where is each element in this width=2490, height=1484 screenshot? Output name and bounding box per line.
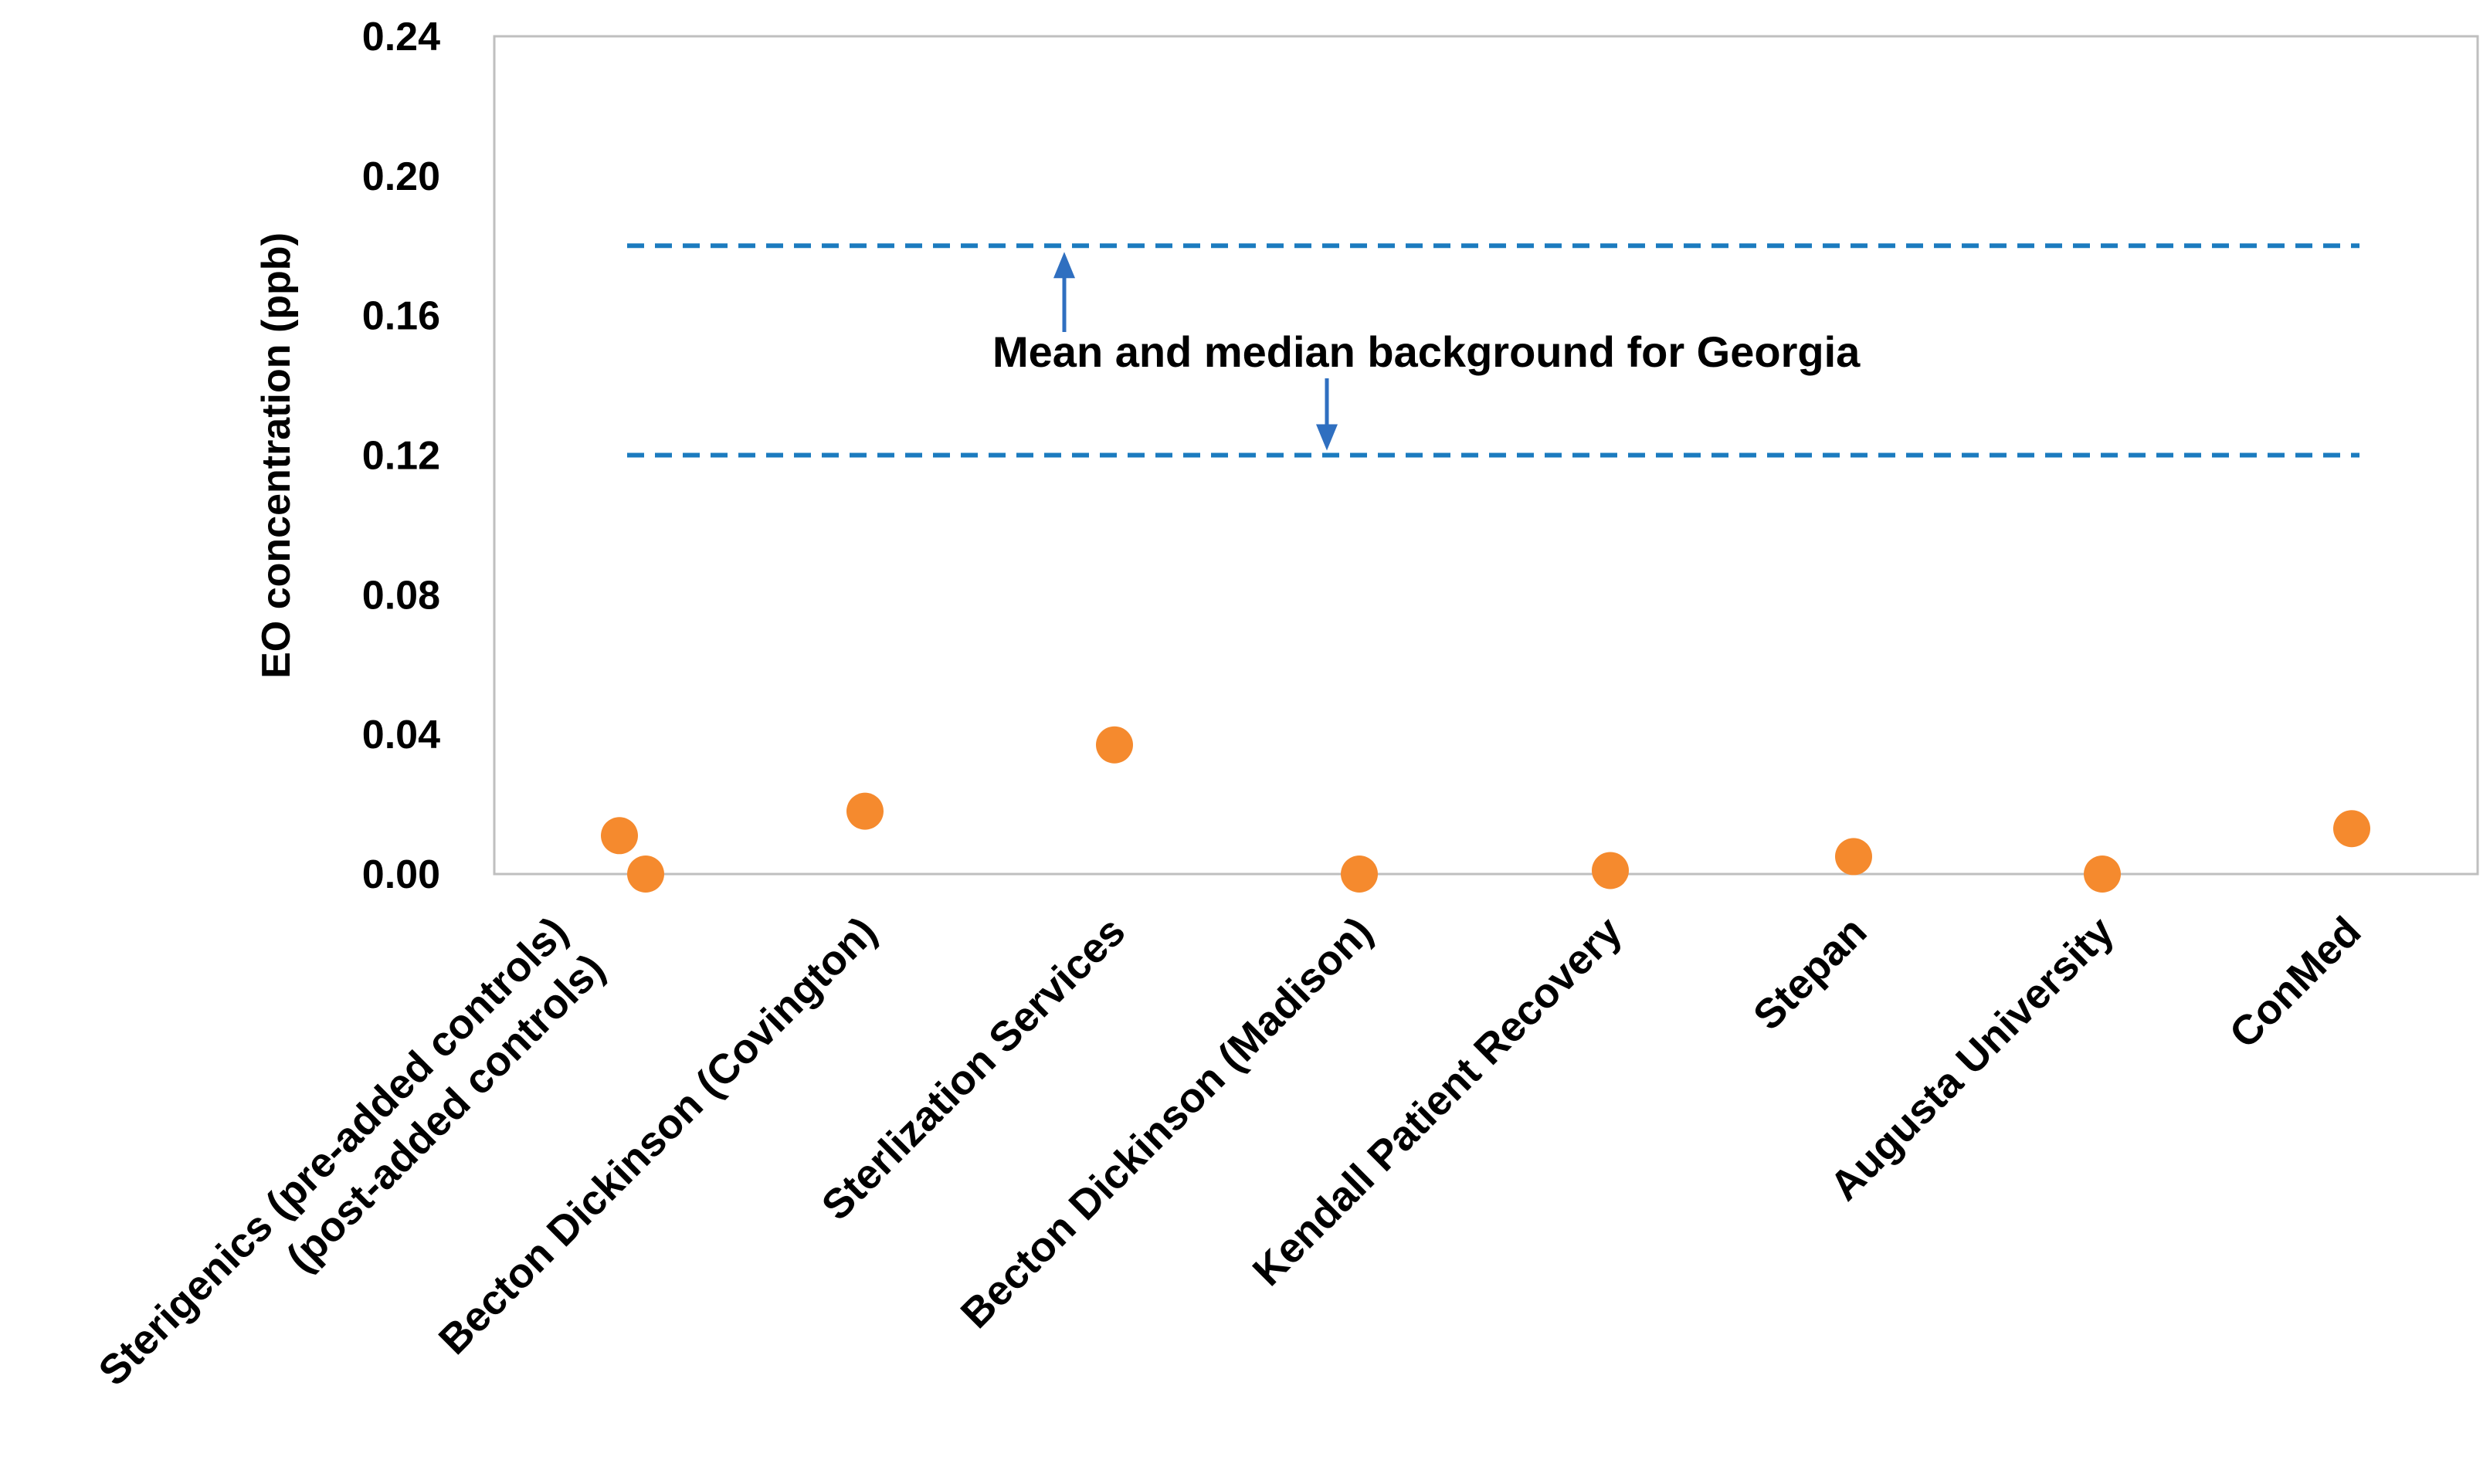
x-category-label: Augusta University: [1821, 908, 2122, 1209]
reference-lines: [627, 243, 2359, 458]
data-point: [1835, 838, 1872, 876]
data-point: [846, 792, 884, 830]
x-category-label: ConMed: [2220, 908, 2370, 1057]
y-tick-label: 0.20: [362, 154, 440, 199]
annotation-text: Mean and median background for Georgia: [992, 327, 1861, 376]
y-axis-ticks: 0.00 0.04 0.08 0.12 0.16 0.20 0.24: [362, 15, 440, 897]
data-point: [1341, 856, 1378, 893]
y-tick-label: 0.16: [362, 294, 440, 339]
x-axis-category-labels: Sterigenics (pre-added controls)(post-ad…: [90, 908, 2370, 1394]
y-tick-label: 0.04: [362, 713, 440, 757]
y-tick-label: 0.00: [362, 852, 440, 897]
annotation-arrow-up-head: [1053, 252, 1075, 279]
annotation-arrows: [1053, 252, 1338, 451]
data-points: [601, 726, 2370, 893]
y-axis-title: EO concentration (ppb): [254, 232, 299, 679]
x-category-label: Stepan: [1745, 908, 1876, 1039]
data-point: [2084, 856, 2121, 893]
data-point: [1592, 852, 1629, 889]
data-point: [601, 817, 638, 855]
y-tick-label: 0.12: [362, 434, 440, 479]
x-category-label: Becton Dickinson (Madison): [952, 908, 1382, 1337]
annotation-arrow-down-head: [1316, 424, 1338, 451]
data-point: [2333, 810, 2370, 848]
y-tick-label: 0.24: [362, 15, 440, 59]
y-tick-label: 0.08: [362, 573, 440, 618]
plot-area-border: [493, 35, 2479, 876]
data-point: [627, 856, 664, 893]
data-point: [1096, 726, 1133, 764]
